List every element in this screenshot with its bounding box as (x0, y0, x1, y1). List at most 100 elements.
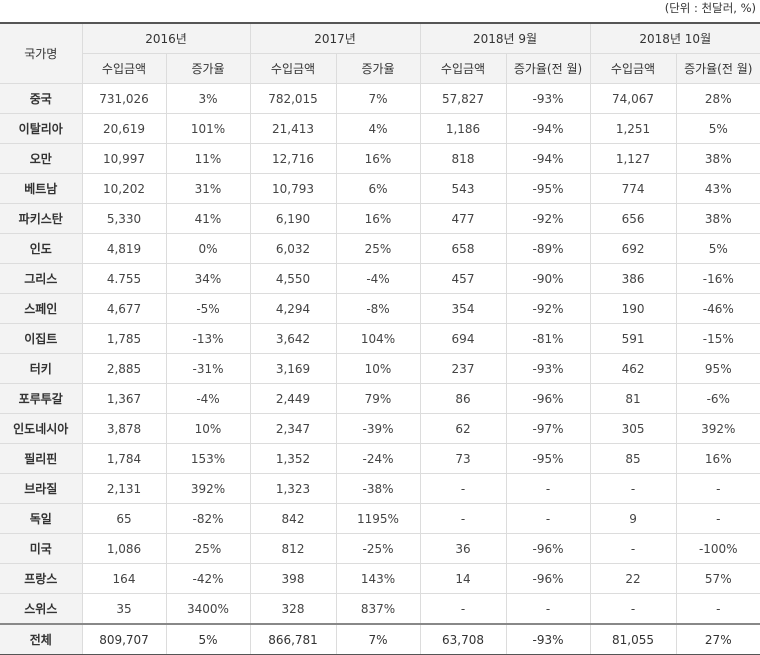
table-cell: -8% (335, 293, 421, 324)
table-cell: 190 (589, 293, 677, 324)
table-cell: 38% (675, 143, 760, 174)
table-row: 중국 731,026 3% 782,015 7% 57,827 -93% 74,067 28% (0, 83, 760, 114)
table-cell: 774 (589, 173, 677, 204)
table-cell: 3,169 (249, 353, 337, 384)
table-cell: 0% (165, 233, 251, 264)
table-cell: -96% (505, 533, 591, 564)
subcolumn-header: 증가율(전 월) (505, 53, 591, 84)
table-cell: - (419, 503, 507, 534)
table-cell: 1,352 (249, 443, 337, 474)
country-name: 독일 (0, 503, 83, 534)
table-cell: 866,781 (249, 623, 337, 655)
table-row: 스위스 35 3400% 328 837% - - - - (0, 593, 760, 625)
table-cell: 386 (589, 263, 677, 294)
table-cell: 812 (249, 533, 337, 564)
total-label: 전체 (0, 623, 83, 655)
table-cell: 1,086 (81, 533, 167, 564)
unit-note: (단위 : 천달러, %) (664, 1, 756, 15)
table-cell: 818 (419, 143, 507, 174)
table-cell: -93% (505, 353, 591, 384)
table-cell: - (675, 503, 760, 534)
table-cell: 16% (335, 143, 421, 174)
table-row: 미국 1,086 25% 812 -25% 36 -96% - -100% (0, 533, 760, 564)
table-cell: 27% (675, 623, 760, 655)
table-cell: - (505, 593, 591, 625)
table-cell: - (675, 473, 760, 504)
table-cell: 392% (675, 413, 760, 444)
table-cell: - (505, 503, 591, 534)
table-cell: 328 (249, 593, 337, 625)
table-cell: 1,785 (81, 323, 167, 354)
table-cell: 3400% (165, 593, 251, 625)
table-cell: -95% (505, 443, 591, 474)
table-cell: 10,997 (81, 143, 167, 174)
table-cell: 656 (589, 203, 677, 234)
table-cell: -46% (675, 293, 760, 324)
table-cell: 21,413 (249, 113, 337, 144)
subcolumn-header: 증가율(전 월) (675, 53, 760, 84)
table-cell: 1,784 (81, 443, 167, 474)
table-row: 인도네시아 3,878 10% 2,347 -39% 62 -97% 305 392% (0, 413, 760, 444)
table-cell: 16% (335, 203, 421, 234)
table-cell: -5% (165, 293, 251, 324)
table-cell: 85 (589, 443, 677, 474)
table-cell: - (589, 473, 677, 504)
table-cell: 5% (165, 623, 251, 655)
table-cell: 591 (589, 323, 677, 354)
table-row: 필리핀 1,784 153% 1,352 -24% 73 -95% 85 16% (0, 443, 760, 474)
table-cell: 1,367 (81, 383, 167, 414)
table-cell: 5,330 (81, 203, 167, 234)
table-cell: - (589, 593, 677, 625)
subcolumn-header: 수입금액 (249, 53, 337, 84)
table-cell: 41% (165, 203, 251, 234)
country-name: 이탈리아 (0, 113, 83, 144)
table-cell: -89% (505, 233, 591, 264)
table-row: 오만 10,997 11% 12,716 16% 818 -94% 1,127 38% (0, 143, 760, 174)
table-cell: 63,708 (419, 623, 507, 655)
table-cell: 457 (419, 263, 507, 294)
table-cell: 4.755 (81, 263, 167, 294)
country-name: 이집트 (0, 323, 83, 354)
table-cell: 3,878 (81, 413, 167, 444)
table-row: 베트남 10,202 31% 10,793 6% 543 -95% 774 43% (0, 173, 760, 204)
table-cell: -93% (505, 623, 591, 655)
table-cell: 153% (165, 443, 251, 474)
country-name: 터키 (0, 353, 83, 384)
table-cell: 694 (419, 323, 507, 354)
country-column-header: 국가명 (0, 22, 83, 84)
country-name: 필리핀 (0, 443, 83, 474)
table-cell: 4% (335, 113, 421, 144)
table-cell: 3% (165, 83, 251, 114)
table-cell: 837% (335, 593, 421, 625)
table-cell: -95% (505, 173, 591, 204)
table-cell: 34% (165, 263, 251, 294)
country-name: 파키스탄 (0, 203, 83, 234)
table-cell: 143% (335, 563, 421, 594)
table-cell: 6,190 (249, 203, 337, 234)
table-cell: 11% (165, 143, 251, 174)
table-cell: 101% (165, 113, 251, 144)
table-cell: 10% (335, 353, 421, 384)
table-cell: 2,131 (81, 473, 167, 504)
country-name: 포루투갈 (0, 383, 83, 414)
table-cell: 2,449 (249, 383, 337, 414)
country-name: 인도 (0, 233, 83, 264)
table-cell: 28% (675, 83, 760, 114)
table-cell: 43% (675, 173, 760, 204)
table-cell: - (589, 533, 677, 564)
table-cell: -96% (505, 563, 591, 594)
table-cell: 462 (589, 353, 677, 384)
table-cell: 164 (81, 563, 167, 594)
table-cell: 1,127 (589, 143, 677, 174)
table-cell: 6,032 (249, 233, 337, 264)
table-cell: -100% (675, 533, 760, 564)
country-name: 오만 (0, 143, 83, 174)
table-cell: -94% (505, 113, 591, 144)
table-cell: -31% (165, 353, 251, 384)
table-cell: -97% (505, 413, 591, 444)
table-cell: 6% (335, 173, 421, 204)
table-cell: 31% (165, 173, 251, 204)
table-row: 포루투갈 1,367 -4% 2,449 79% 86 -96% 81 -6% (0, 383, 760, 414)
table-cell: 809,707 (81, 623, 167, 655)
subcolumn-header: 증가율 (335, 53, 421, 84)
